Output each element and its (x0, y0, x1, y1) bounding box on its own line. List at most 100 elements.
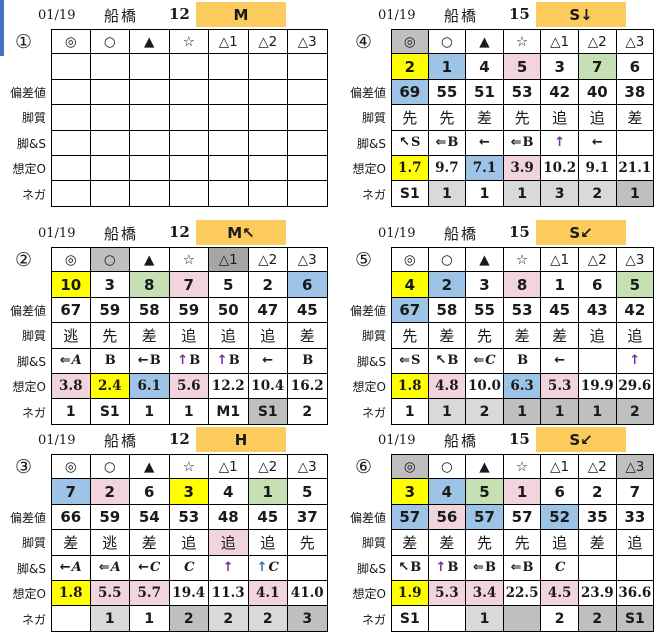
expected-odds-cell[interactable]: 6.3 (503, 373, 542, 400)
running-style-cell[interactable]: 差 (428, 323, 467, 349)
deviation-cell[interactable]: 38 (616, 79, 655, 106)
expected-odds-cell[interactable]: 21.1 (616, 155, 655, 182)
leg-s-cell[interactable] (288, 130, 328, 156)
race-date[interactable]: 01/19 (38, 433, 76, 448)
expected-odds-cell[interactable] (130, 155, 170, 182)
horse-number-cell[interactable]: 7 (169, 272, 209, 298)
row-label-leg-and-s[interactable]: 脚&S (357, 354, 386, 369)
nega-cell[interactable] (90, 181, 130, 207)
row-label-kyakushitsu[interactable]: 脚質 (21, 536, 46, 551)
leg-s-cell[interactable]: ⇐ B (503, 130, 542, 156)
running-style-cell[interactable]: 先 (288, 530, 328, 556)
mark-symbol-cell[interactable]: △3 (288, 247, 328, 273)
horse-number-cell[interactable]: 7 (578, 54, 617, 80)
leg-s-cell[interactable]: ↑ C (248, 555, 288, 581)
deviation-cell[interactable]: 55 (466, 297, 504, 324)
mark-symbol-cell[interactable]: △3 (288, 29, 328, 55)
nega-cell[interactable]: 1 (466, 606, 504, 632)
leg-s-cell[interactable]: ← B (130, 348, 170, 374)
horse-number-cell[interactable]: 8 (503, 272, 542, 298)
deviation-cell[interactable]: 40 (578, 79, 617, 106)
horse-number-cell[interactable]: 10 (51, 272, 91, 298)
mark-symbol-cell[interactable]: ◎ (391, 454, 429, 480)
expected-odds-cell[interactable]: 12.2 (209, 373, 249, 400)
horse-number-cell[interactable] (209, 54, 249, 80)
horse-number-cell[interactable]: 4 (466, 54, 504, 80)
deviation-cell[interactable]: 51 (466, 79, 504, 106)
leg-s-cell[interactable]: ↖ B (428, 348, 467, 374)
nega-cell[interactable] (248, 181, 288, 207)
deviation-cell[interactable]: 42 (616, 297, 655, 324)
empty-label[interactable] (6, 54, 51, 79)
horse-number-cell[interactable]: 5 (288, 479, 328, 505)
expected-odds-cell[interactable]: 3.4 (466, 580, 504, 607)
row-label-hensachi[interactable]: 偏差値 (349, 303, 386, 318)
nega-cell[interactable] (209, 181, 249, 207)
running-style-cell[interactable]: 先 (466, 323, 504, 349)
expected-odds-cell[interactable]: 2.4 (90, 373, 130, 400)
deviation-cell[interactable] (248, 79, 288, 106)
table-id-circled-number[interactable]: ③ (14, 455, 33, 478)
mark-symbol-cell[interactable]: △2 (248, 247, 288, 273)
expected-odds-cell[interactable]: 22.5 (503, 580, 542, 607)
expected-odds-cell[interactable]: 19.4 (169, 580, 209, 607)
leg-s-cell[interactable]: ← A (51, 555, 91, 581)
nega-cell[interactable] (130, 181, 170, 207)
horse-number-cell[interactable]: 5 (209, 272, 249, 298)
expected-odds-cell[interactable] (248, 155, 288, 182)
running-style-cell[interactable]: 先 (428, 105, 467, 131)
running-style-cell[interactable]: 先 (466, 530, 504, 556)
running-style-cell[interactable]: 差 (130, 530, 170, 556)
running-style-cell[interactable]: 逃 (51, 323, 91, 349)
deviation-cell[interactable]: 45 (288, 297, 328, 324)
race-class-badge[interactable]: M↖ (196, 220, 286, 245)
expected-odds-cell[interactable]: 16.2 (288, 373, 328, 400)
deviation-cell[interactable]: 67 (391, 297, 429, 324)
running-style-cell[interactable] (51, 105, 91, 131)
expected-odds-cell[interactable]: 29.6 (616, 373, 655, 400)
horse-number-cell[interactable]: 5 (466, 479, 504, 505)
race-class-badge[interactable]: H (196, 427, 286, 452)
running-style-cell[interactable]: 追 (248, 323, 288, 349)
mark-symbol-cell[interactable]: ▲ (466, 247, 504, 273)
mark-symbol-cell[interactable]: ○ (428, 29, 467, 55)
leg-s-cell[interactable]: ⇐ B (503, 555, 542, 581)
race-date[interactable]: 01/19 (378, 226, 416, 241)
running-style-cell[interactable]: 逃 (90, 530, 130, 556)
running-style-cell[interactable] (288, 105, 328, 131)
horse-number-cell[interactable] (248, 54, 288, 80)
race-number[interactable]: 15 (509, 223, 530, 241)
running-style-cell[interactable]: 差 (578, 530, 617, 556)
leg-s-cell[interactable] (578, 555, 617, 581)
running-style-cell[interactable]: 追 (248, 530, 288, 556)
leg-s-cell[interactable]: ↑ B (428, 555, 467, 581)
horse-number-cell[interactable]: 2 (578, 479, 617, 505)
expected-odds-cell[interactable]: 1.8 (51, 580, 91, 607)
table-id-circled-number[interactable]: ④ (354, 30, 373, 53)
running-style-cell[interactable]: 追 (169, 323, 209, 349)
mark-symbol-cell[interactable]: ○ (90, 247, 130, 273)
race-class-badge[interactable]: S↓ (536, 2, 626, 27)
nega-cell[interactable] (288, 181, 328, 207)
leg-s-cell[interactable]: ⇐ B (428, 130, 467, 156)
expected-odds-cell[interactable]: 19.9 (578, 373, 617, 400)
venue-name[interactable]: 船橋 (444, 7, 479, 25)
running-style-cell[interactable]: 追 (541, 530, 579, 556)
leg-s-cell[interactable]: ↖ S (391, 130, 429, 156)
expected-odds-cell[interactable]: 9.1 (578, 155, 617, 182)
row-label-nega[interactable]: ネガ (21, 405, 46, 420)
running-style-cell[interactable]: 追 (578, 105, 617, 131)
mark-symbol-cell[interactable]: △2 (248, 454, 288, 480)
horse-number-cell[interactable] (169, 54, 209, 80)
horse-number-cell[interactable]: 3 (541, 54, 579, 80)
horse-number-cell[interactable]: 1 (503, 479, 542, 505)
deviation-cell[interactable] (130, 79, 170, 106)
race-number[interactable]: 15 (509, 5, 530, 23)
mark-symbol-cell[interactable]: △1 (209, 454, 249, 480)
mark-symbol-cell[interactable]: ☆ (169, 454, 209, 480)
deviation-cell[interactable] (51, 79, 91, 106)
race-class-badge[interactable]: M (196, 2, 286, 27)
row-label-leg-and-s[interactable]: 脚&S (357, 561, 386, 576)
race-number[interactable]: 12 (169, 430, 190, 448)
running-style-cell[interactable] (248, 105, 288, 131)
